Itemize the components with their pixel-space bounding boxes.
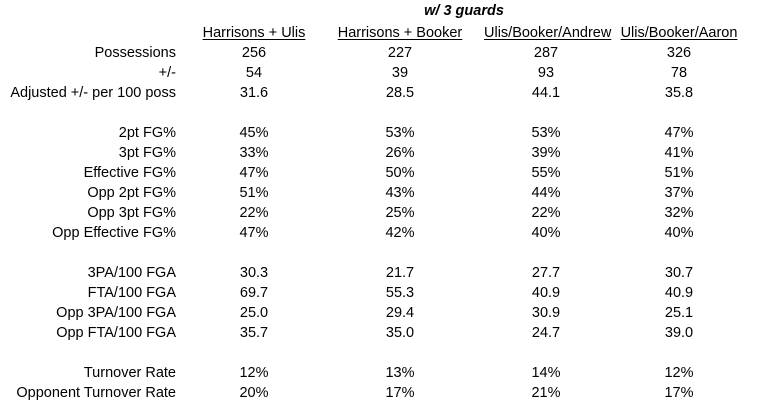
- table-cell: 25.0: [239, 305, 269, 321]
- table-row: Opp 3PA/100 FGA 25.0 29.4 30.9 25.1: [0, 303, 765, 323]
- table-cell: 13%: [385, 365, 415, 381]
- table-cell: 69.7: [239, 285, 269, 301]
- table-cell: 47%: [664, 125, 694, 141]
- table-cell: 27.7: [531, 265, 561, 281]
- table-cell: 33%: [239, 145, 269, 161]
- table-cell: 40.9: [664, 285, 694, 301]
- table-cell: 22%: [239, 205, 269, 221]
- table-row: Opp FTA/100 FGA 35.7 35.0 24.7 39.0: [0, 323, 765, 343]
- column-header: Harrisons + Ulis: [202, 25, 306, 41]
- table-cell: 21%: [531, 385, 561, 401]
- table-row: Opp 2pt FG% 51% 43% 44% 37%: [0, 183, 765, 203]
- table-cell: 50%: [385, 165, 415, 181]
- table-cell: 227: [387, 45, 413, 61]
- row-label: 2pt FG%: [118, 125, 176, 141]
- column-header: Ulis/Booker/Andrew: [484, 25, 612, 41]
- table-row: Turnover Rate 12% 13% 14% 12%: [0, 363, 765, 383]
- table-cell: 29.4: [385, 305, 415, 321]
- table-cell: 39: [391, 65, 409, 81]
- table-cell: 20%: [239, 385, 269, 401]
- table-row: Opp Effective FG% 47% 42% 40% 40%: [0, 223, 765, 243]
- row-label: Opp 3PA/100 FGA: [56, 305, 176, 321]
- table-row: Opp 3pt FG% 22% 25% 22% 32%: [0, 203, 765, 223]
- table-cell: 47%: [239, 165, 269, 181]
- table-cell: 326: [666, 45, 692, 61]
- table-cell: 30.9: [531, 305, 561, 321]
- table-row: Opponent Turnover Rate 20% 17% 21% 17%: [0, 383, 765, 403]
- column-header: Ulis/Booker/Aaron: [620, 25, 738, 41]
- table-cell: 25%: [385, 205, 415, 221]
- table-cell: 47%: [239, 225, 269, 241]
- row-label: +/-: [158, 65, 176, 81]
- table-cell: 37%: [664, 185, 694, 201]
- table-cell: 44.1: [531, 85, 561, 101]
- table-title: w/ 3 guards: [424, 3, 504, 19]
- table-row: 2pt FG% 45% 53% 53% 47%: [0, 123, 765, 143]
- table-cell: 12%: [664, 365, 694, 381]
- table-cell: 55.3: [385, 285, 415, 301]
- table-cell: 42%: [385, 225, 415, 241]
- table-cell: 41%: [664, 145, 694, 161]
- table-cell: 35.0: [385, 325, 415, 341]
- row-label: FTA/100 FGA: [87, 285, 176, 301]
- table-cell: 30.7: [664, 265, 694, 281]
- column-header: Harrisons + Booker: [337, 25, 463, 41]
- table-cell: 32%: [664, 205, 694, 221]
- table-row: +/- 54 39 93 78: [0, 63, 765, 83]
- row-label: Adjusted +/- per 100 poss: [10, 85, 176, 101]
- table-cell: 28.5: [385, 85, 415, 101]
- table-row: Effective FG% 47% 50% 55% 51%: [0, 163, 765, 183]
- table-cell: 17%: [385, 385, 415, 401]
- table-cell: 26%: [385, 145, 415, 161]
- table-cell: 51%: [239, 185, 269, 201]
- table-row: FTA/100 FGA 69.7 55.3 40.9 40.9: [0, 283, 765, 303]
- table-cell: 40%: [664, 225, 694, 241]
- table-cell: 39%: [531, 145, 561, 161]
- table-cell: 51%: [664, 165, 694, 181]
- row-label: Opp Effective FG%: [52, 225, 176, 241]
- row-label: Possessions: [94, 45, 176, 61]
- table-cell: 24.7: [531, 325, 561, 341]
- table-cell: 45%: [239, 125, 269, 141]
- table-cell: 78: [670, 65, 688, 81]
- table-cell: 17%: [664, 385, 694, 401]
- table-cell: 31.6: [239, 85, 269, 101]
- table-cell: 30.3: [239, 265, 269, 281]
- table-cell: 93: [537, 65, 555, 81]
- table-cell: 39.0: [664, 325, 694, 341]
- table-cell: 12%: [239, 365, 269, 381]
- table-cell: 55%: [531, 165, 561, 181]
- table-cell: 53%: [385, 125, 415, 141]
- table-cell: 40.9: [531, 285, 561, 301]
- table-cell: 22%: [531, 205, 561, 221]
- table-cell: 43%: [385, 185, 415, 201]
- row-label: Opp FTA/100 FGA: [56, 325, 176, 341]
- table-cell: 21.7: [385, 265, 415, 281]
- table-cell: 35.8: [664, 85, 694, 101]
- row-label: Effective FG%: [83, 165, 176, 181]
- table-cell: 54: [245, 65, 263, 81]
- table-row: 3PA/100 FGA 30.3 21.7 27.7 30.7: [0, 263, 765, 283]
- table-cell: 256: [241, 45, 267, 61]
- row-label: Opp 3pt FG%: [87, 205, 176, 221]
- table-cell: 44%: [531, 185, 561, 201]
- table-cell: 53%: [531, 125, 561, 141]
- table-cell: 287: [533, 45, 559, 61]
- table-row: Possessions 256 227 287 326: [0, 43, 765, 63]
- row-label: 3PA/100 FGA: [87, 265, 176, 281]
- row-label: Opp 2pt FG%: [87, 185, 176, 201]
- table-cell: 40%: [531, 225, 561, 241]
- table-cell: 35.7: [239, 325, 269, 341]
- table-row: Adjusted +/- per 100 poss 31.6 28.5 44.1 35.…: [0, 83, 765, 103]
- row-label: Opponent Turnover Rate: [16, 385, 176, 401]
- row-label: Turnover Rate: [83, 365, 176, 381]
- table-row: 3pt FG% 33% 26% 39% 41%: [0, 143, 765, 163]
- row-label: 3pt FG%: [118, 145, 176, 161]
- table-cell: 14%: [531, 365, 561, 381]
- table-cell: 25.1: [664, 305, 694, 321]
